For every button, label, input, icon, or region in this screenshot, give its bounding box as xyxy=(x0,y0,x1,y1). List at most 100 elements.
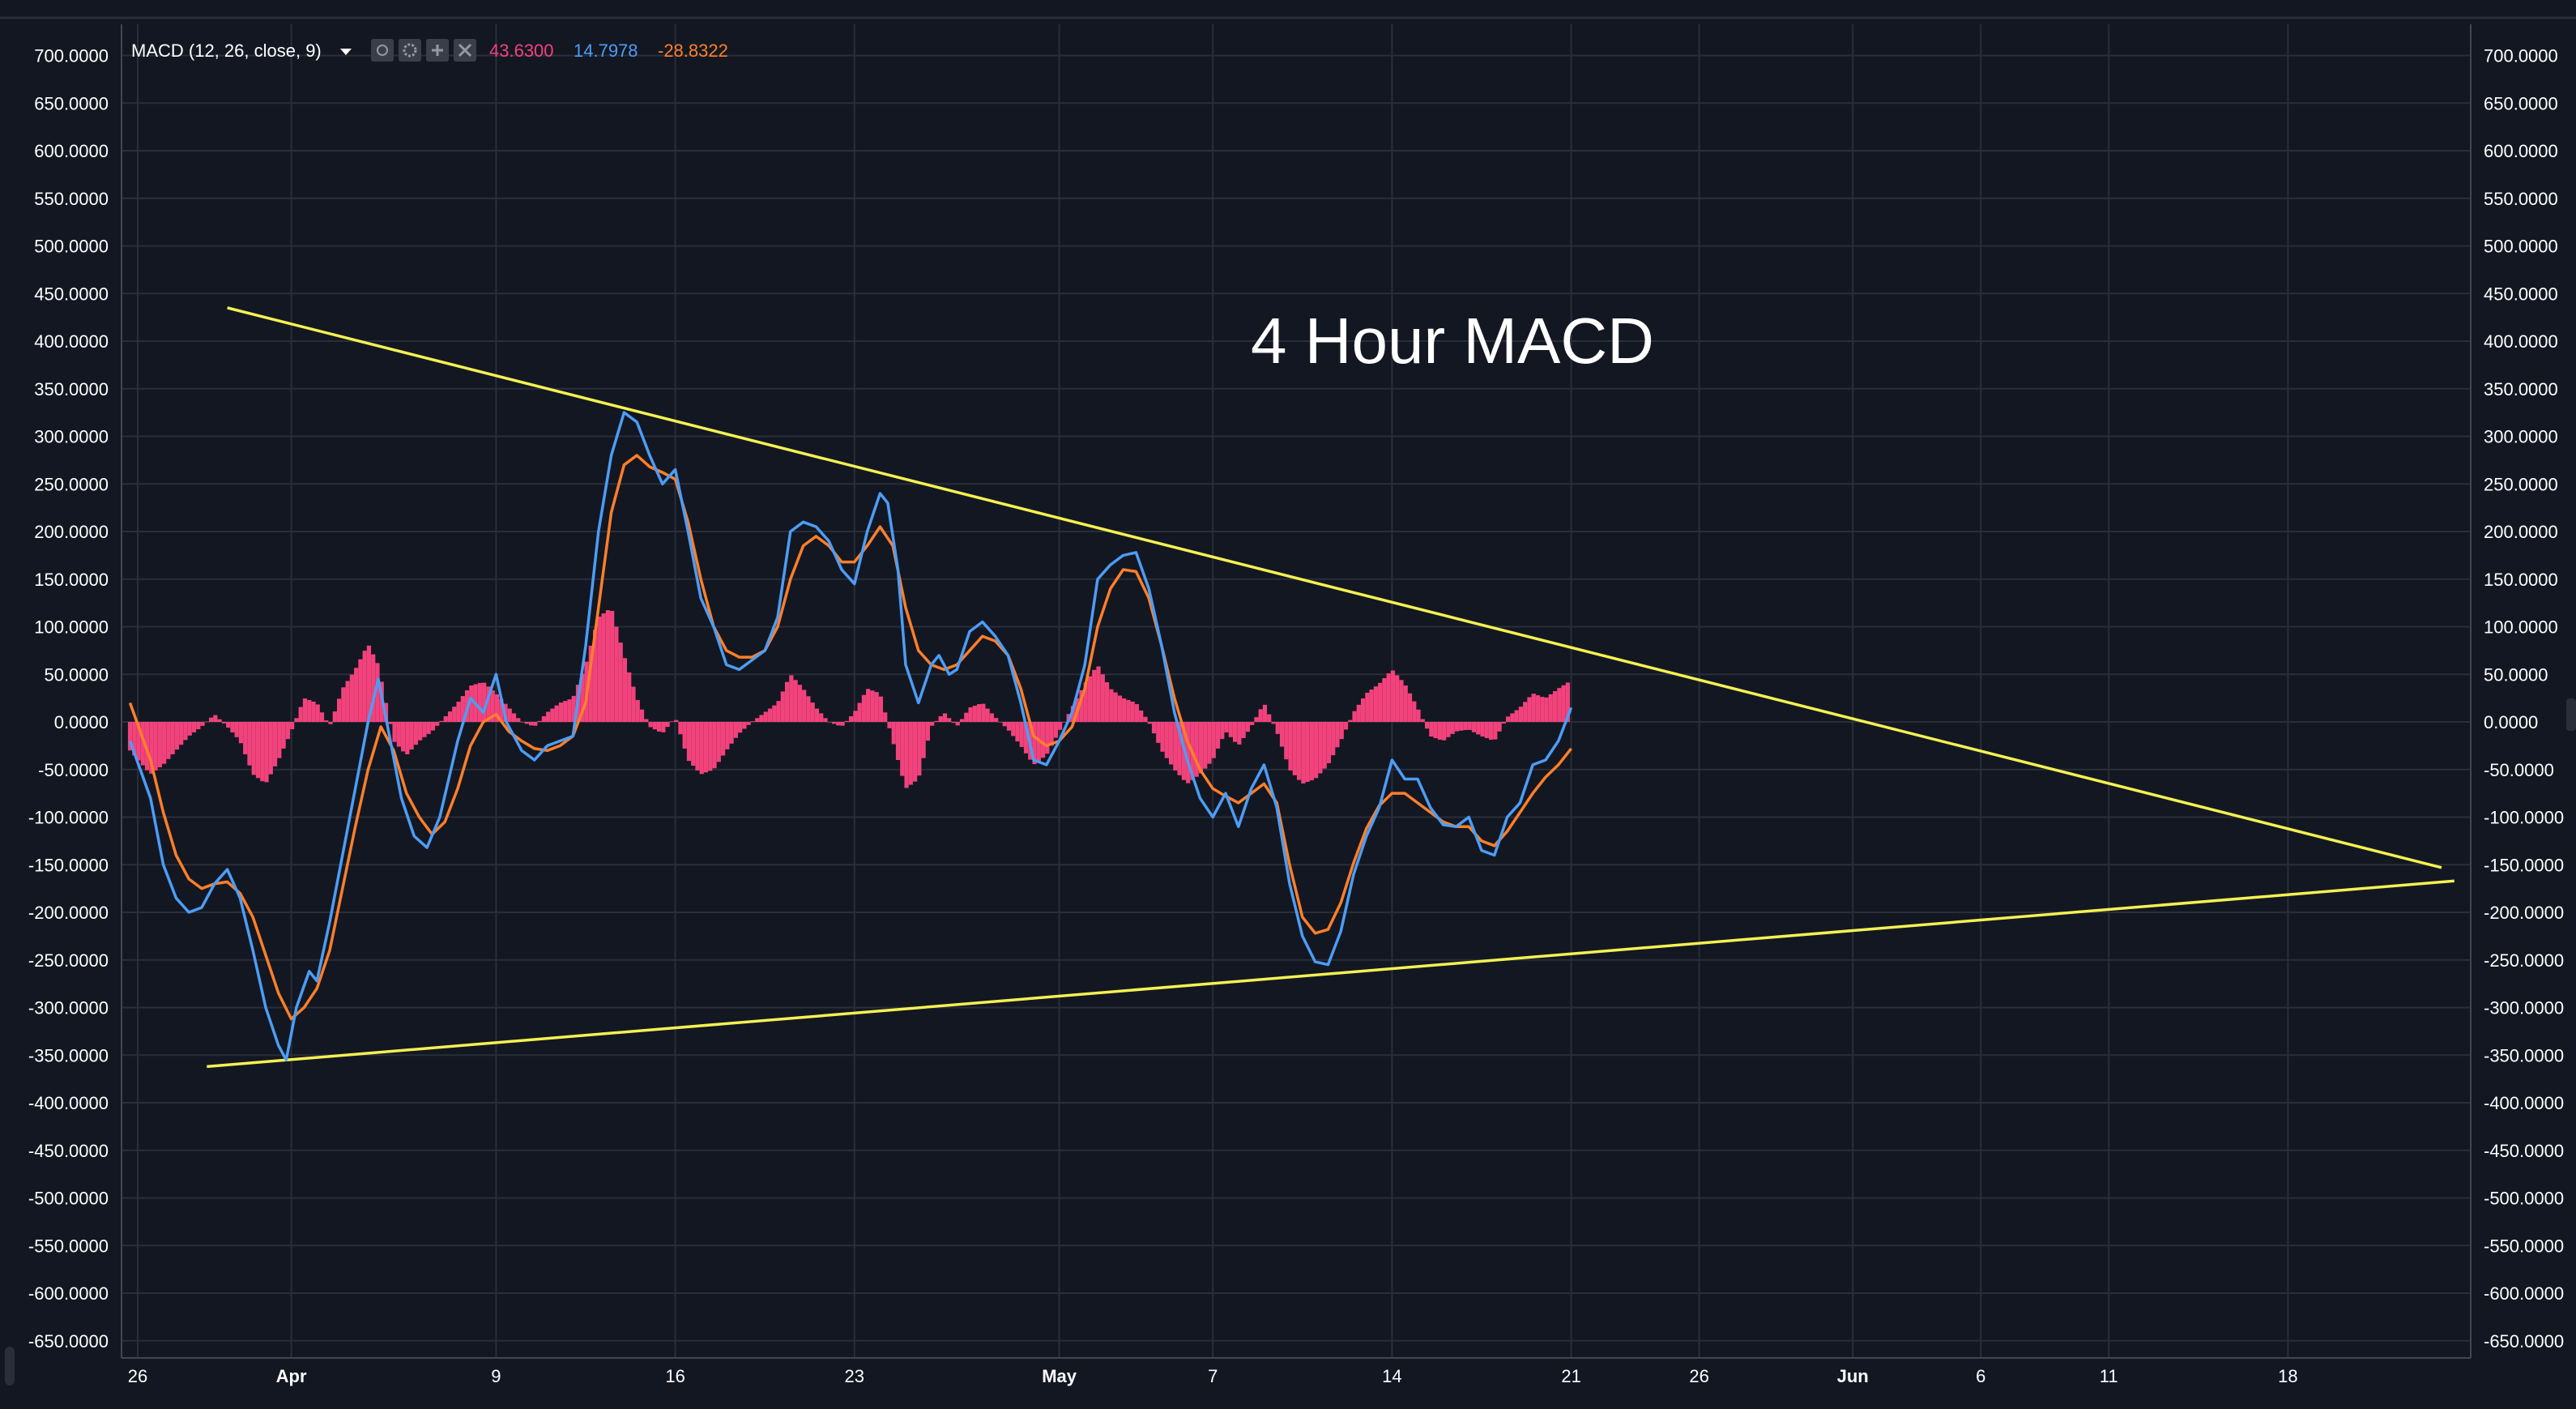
histogram-bar xyxy=(537,720,542,722)
histogram-bar xyxy=(793,680,798,722)
histogram-bar xyxy=(853,711,858,722)
histogram-bar xyxy=(336,698,342,722)
y-tick-label-left: 250.0000 xyxy=(34,474,109,494)
histogram-bar xyxy=(635,699,640,722)
histogram-bar xyxy=(729,722,734,744)
histogram-bar xyxy=(1267,714,1272,722)
histogram-bar xyxy=(772,705,777,722)
histogram-bar xyxy=(789,675,794,722)
histogram-bar xyxy=(319,712,325,722)
histogram-bar xyxy=(831,722,837,724)
histogram-bar xyxy=(1049,722,1054,746)
caret-down-icon[interactable] xyxy=(340,49,352,55)
histogram-bar xyxy=(631,686,636,722)
histogram-bar xyxy=(1015,722,1020,742)
histogram-bar xyxy=(1459,722,1464,731)
y-tick-label-right: 700.0000 xyxy=(2484,46,2558,66)
histogram-bar xyxy=(571,695,576,722)
histogram-bar xyxy=(597,616,602,722)
y-tick-label-right: 650.0000 xyxy=(2484,93,2558,113)
histogram-bar xyxy=(814,708,820,722)
histogram-bar xyxy=(682,722,687,749)
histogram-bar xyxy=(140,722,145,766)
y-tick-label-left: 500.0000 xyxy=(34,237,109,257)
histogram-bar xyxy=(1561,685,1566,722)
histogram-bar xyxy=(755,718,760,722)
histogram-bar xyxy=(1207,722,1212,764)
histogram-bar xyxy=(1531,694,1536,722)
histogram-bar xyxy=(1173,722,1178,771)
histogram-bar xyxy=(1467,722,1472,730)
histogram-bar xyxy=(1250,722,1255,725)
histogram-bar xyxy=(405,722,410,754)
histogram-bar xyxy=(691,722,696,766)
histogram-bar xyxy=(1399,680,1404,722)
histogram-bar xyxy=(870,690,875,722)
histogram-bar xyxy=(1506,716,1511,722)
macd-lines xyxy=(128,411,1573,1061)
histogram-bar xyxy=(1488,722,1494,740)
histogram-bar xyxy=(307,699,312,722)
histogram-bar xyxy=(699,722,704,775)
histogram-bar xyxy=(546,711,551,722)
histogram-bar xyxy=(1151,722,1157,734)
histogram-bar xyxy=(1331,722,1336,756)
upper-trendline[interactable] xyxy=(227,306,2442,869)
histogram-bar xyxy=(447,711,453,722)
histogram-bar xyxy=(311,701,316,722)
histogram-bar xyxy=(652,722,657,730)
settings-icon[interactable] xyxy=(399,39,421,62)
histogram-bar xyxy=(358,659,363,722)
histogram-bar xyxy=(563,701,568,722)
y-tick-label-left: 300.0000 xyxy=(34,427,109,447)
histogram-bar xyxy=(951,722,956,724)
lower-trendline[interactable] xyxy=(207,879,2454,1069)
eye-icon[interactable] xyxy=(371,39,394,62)
histogram-bar xyxy=(887,722,892,728)
histogram-value: 43.6300 xyxy=(489,41,554,61)
histogram-bar xyxy=(1168,722,1174,765)
x-tick-label: 18 xyxy=(2278,1366,2297,1386)
histogram-bar xyxy=(1429,722,1434,737)
histogram-bar xyxy=(1527,697,1532,722)
histogram-bar xyxy=(243,722,248,754)
histogram-bar xyxy=(942,713,948,722)
annotation-title: 4 Hour MACD xyxy=(1251,305,1654,377)
histogram-bar xyxy=(985,708,990,722)
histogram-bar xyxy=(1288,722,1293,771)
histogram-bar xyxy=(1275,722,1280,734)
histogram-bar xyxy=(1284,722,1289,760)
histogram-bar xyxy=(874,692,879,722)
indicator-name[interactable]: MACD (12, 26, close, 9) xyxy=(131,41,322,61)
histogram-bar xyxy=(490,690,495,722)
histogram-bar xyxy=(908,722,913,785)
histogram-bar xyxy=(883,712,888,722)
histogram-bar xyxy=(921,722,926,758)
y-tick-label-right: 150.0000 xyxy=(2484,570,2558,590)
histogram-bar xyxy=(1471,722,1477,732)
y-tick-label-right: -650.0000 xyxy=(2484,1331,2564,1351)
right-scroll-handle[interactable] xyxy=(2566,698,2576,731)
histogram-bar xyxy=(917,722,922,776)
histogram-bar xyxy=(1454,722,1460,732)
y-tick-label-left: 700.0000 xyxy=(34,46,109,66)
histogram-bar xyxy=(1386,673,1391,722)
indicator-legend[interactable]: MACD (12, 26, close, 9) 43.6300 14.7978 … xyxy=(131,39,728,62)
histogram-bar xyxy=(904,722,909,788)
histogram-bar xyxy=(1309,722,1314,781)
histogram-bar xyxy=(290,722,295,730)
histogram-bar xyxy=(1514,710,1519,722)
y-tick-label-right: -500.0000 xyxy=(2484,1189,2564,1209)
histogram-bar xyxy=(1373,686,1378,722)
histogram-bar xyxy=(170,722,175,754)
histogram-bar xyxy=(614,626,619,722)
y-tick-label-right: -100.0000 xyxy=(2484,808,2564,828)
left-scroll-handle[interactable] xyxy=(5,1347,15,1386)
histogram-bar xyxy=(1314,722,1319,779)
histogram-bar xyxy=(1215,722,1221,749)
histogram-bar xyxy=(1348,719,1353,722)
histogram-bar xyxy=(895,722,901,760)
histogram-bar xyxy=(494,694,500,722)
histogram-bar xyxy=(1305,722,1310,783)
